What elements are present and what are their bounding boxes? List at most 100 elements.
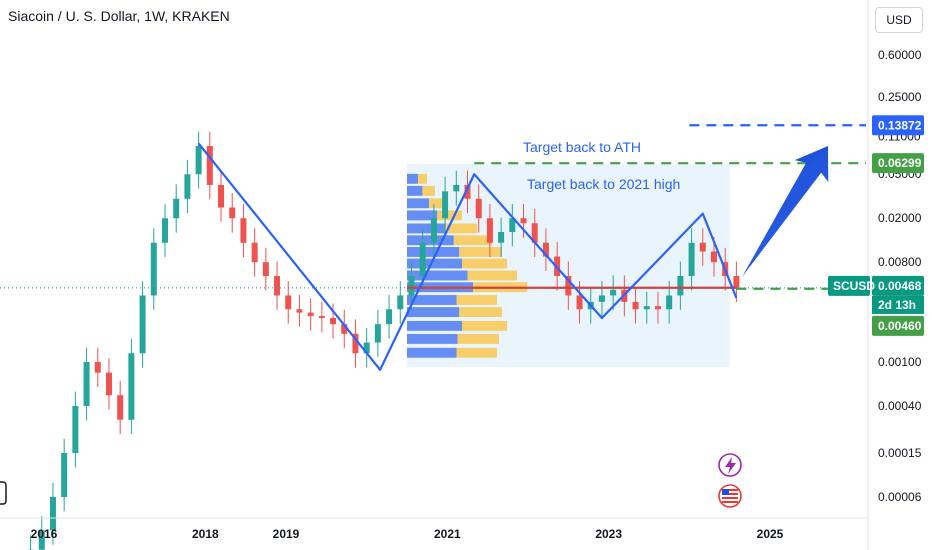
candle-body [162,218,168,243]
candle-body [632,301,639,310]
candle-body [206,146,213,185]
volume-bar-up [407,173,418,184]
annotation-target-2021-high: Target back to 2021 high [527,176,680,192]
candle-body [352,333,359,354]
candle-body [699,242,706,252]
x-tick-label: 2016 [31,527,58,541]
candle-body [576,295,583,310]
volume-bar-down [418,173,427,184]
candle-body [509,218,516,233]
countdown-tag [872,295,924,314]
candle-body [274,276,281,296]
candle-body [307,312,314,317]
price-tag [872,275,924,296]
candle-body [643,306,650,310]
candle-body [654,306,661,310]
forecast-arrow-shape [742,145,829,277]
x-tick-label: 2023 [595,527,622,541]
chart-title: Siacoin / U. S. Dollar, 1W, KRAKEN [8,8,230,24]
volume-bar-down [467,270,517,281]
y-tick-label: 0.25000 [878,90,922,104]
panel-toggle-icon[interactable] [0,481,7,505]
x-tick-label: 2025 [757,527,784,541]
candle-body [184,174,191,199]
volume-bar-down [462,320,507,331]
forecast-arrow-icon [742,145,829,277]
candle-body [173,198,180,219]
volume-bar-down [422,185,435,196]
candle-body [542,242,549,257]
volume-bar-up [407,235,454,246]
volume-bar-down [459,307,502,318]
y-tick-label: 0.02000 [878,211,922,225]
candle-body [229,207,236,219]
candle-body [598,295,605,302]
volume-bar-up [407,223,446,234]
candle-body [341,324,348,334]
currency-button[interactable]: USD [875,7,923,33]
x-tick-label: 2019 [273,527,300,541]
candle-body [318,316,325,319]
candle-body [419,242,426,276]
candle-body [688,242,695,276]
candle-body [330,318,337,325]
us-flag-icon[interactable] [718,484,742,508]
volume-bar-up [407,320,462,331]
candle-body [240,218,247,243]
volume-profile [407,173,527,358]
candle-body [374,324,381,343]
candle-body [363,342,370,354]
price-tag [872,115,924,136]
candle-body [610,289,617,296]
volume-bar-up [407,210,438,221]
price-tag-label: 0.13872 [878,118,922,132]
volume-bar-up [407,198,429,209]
candle-body [262,262,269,276]
zigzag-pattern [197,142,738,371]
candle-body [105,372,112,396]
candle-body [486,218,493,243]
y-tick-label: 0.00040 [878,399,922,413]
candle-body [61,453,68,497]
lightning-icon[interactable] [718,453,742,477]
candle-body [139,295,146,354]
price-tag-label: 0.06299 [878,156,922,170]
y-tick-label: 0.60000 [878,48,922,62]
price-tag [872,315,924,336]
volume-bar-up [407,307,460,318]
candle-body [430,218,437,243]
candle-body [397,295,404,310]
candle-body [251,242,258,263]
zigzag-line [197,142,738,371]
volume-bar-up [407,333,458,344]
volume-bar-down [459,247,502,257]
volume-bar-down [437,210,462,221]
volume-bar-down [445,223,477,234]
candle-body [150,242,157,296]
candle-body [565,276,572,296]
volume-bar-down [456,295,497,305]
y-tick-label: 0.00800 [878,255,922,269]
y-tick-label: 0.00015 [878,446,922,460]
candle-body [83,361,90,406]
volume-bar-up [407,258,462,269]
volume-bar-up [407,347,457,358]
candle-body [710,251,717,263]
volume-bar-down [457,333,499,344]
candle-body [498,232,505,243]
candle-body [128,353,135,420]
price-tag [872,153,924,174]
candle-body [733,276,740,288]
y-tick-label: 0.00100 [878,355,922,369]
candle-body [464,184,471,199]
symbol-tag [828,275,870,296]
x-tick-label: 2021 [434,527,461,541]
candle-body [195,146,202,175]
candle-body [666,295,673,310]
volume-bar-up [407,247,460,257]
price-tag-label: 0.00460 [878,319,922,333]
y-tick-label: 0.00006 [878,490,922,504]
symbol-tag-label: SCUSD [833,279,875,293]
candle-body [285,295,292,310]
